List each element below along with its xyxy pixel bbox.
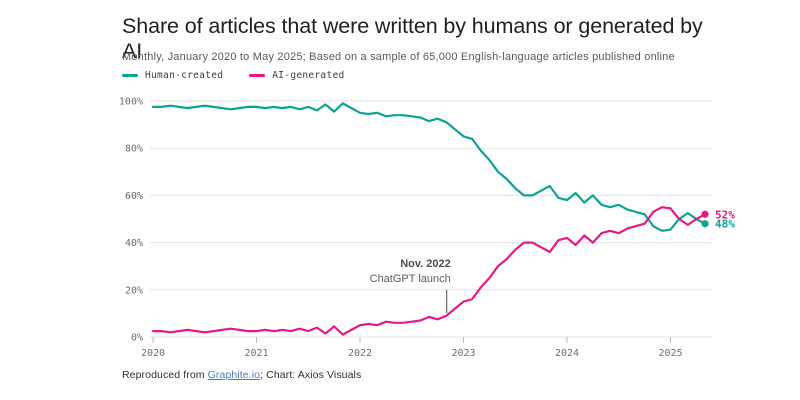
x-tick-label: 2022	[348, 348, 372, 359]
x-tick-label: 2025	[658, 348, 682, 359]
legend-label-ai: AI-generated	[272, 70, 345, 81]
y-tick-label: 40%	[125, 238, 143, 249]
chart-title: Share of articles that were written by h…	[122, 14, 703, 63]
y-axis-labels: 100% 80% 60% 40% 20% 0%	[119, 97, 143, 344]
end-value-label-ai-generated: 52%	[715, 208, 735, 221]
legend-item-ai: AI-generated	[249, 70, 344, 81]
y-tick-label: 20%	[125, 285, 143, 296]
x-tick-label: 2021	[244, 348, 268, 359]
x-axis-labels: 2020 2021 2022 2023 2024 2025	[141, 348, 683, 359]
x-axis-ticks	[152, 337, 671, 343]
series-line-human-created	[151, 102, 707, 232]
legend-swatch-human	[122, 74, 138, 77]
source-prefix: Reproduced from	[122, 369, 208, 381]
source-suffix: ; Chart: Axios Visuals	[260, 369, 362, 381]
series-line-ai-generated	[151, 206, 707, 336]
legend-swatch-ai	[249, 74, 266, 77]
legend-label-human: Human-created	[145, 70, 224, 81]
chart-legend: Human-created AI-generated	[122, 70, 345, 81]
source-note: Reproduced from Graphite.io; Chart: Axio…	[122, 369, 361, 381]
y-tick-label: 0%	[131, 333, 143, 344]
x-tick-label: 2020	[141, 348, 165, 359]
y-tick-label: 60%	[125, 191, 143, 202]
series-end-markers: 48%52%	[701, 208, 735, 231]
legend-item-human: Human-created	[122, 70, 223, 81]
graphite-link[interactable]: Graphite.io	[207, 369, 261, 381]
y-axis-gridlines	[150, 100, 712, 338]
y-tick-label: 100%	[119, 97, 143, 108]
end-dot-human-created	[701, 220, 709, 228]
x-tick-label: 2024	[555, 348, 579, 359]
annotation-date: Nov. 2022	[400, 258, 451, 270]
annotation-event: ChatGPT launch	[370, 273, 451, 285]
series-lines	[151, 102, 707, 336]
x-tick-label: 2023	[451, 348, 475, 359]
end-value-label-human-created: 48%	[715, 218, 735, 231]
chatgpt-launch-annotation: Nov. 2022 ChatGPT launch	[370, 258, 451, 313]
y-tick-label: 80%	[125, 144, 143, 155]
end-dot-ai-generated	[701, 210, 709, 218]
chart-subtitle: Monthly, January 2020 to May 2025; Based…	[122, 51, 675, 63]
